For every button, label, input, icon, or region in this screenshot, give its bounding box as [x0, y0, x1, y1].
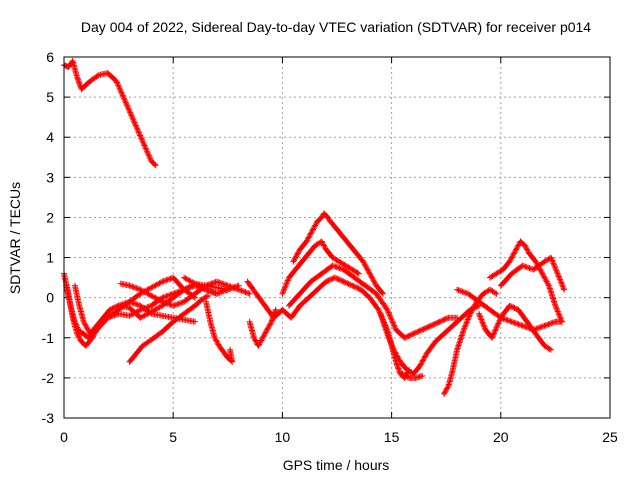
y-tick-label: -1 — [42, 330, 55, 346]
y-tick-label: 2 — [46, 209, 54, 225]
y-tick-label: 1 — [46, 250, 54, 266]
series-arc-10 — [246, 306, 279, 349]
y-tick-label: 5 — [46, 89, 54, 105]
series-arc-7 — [115, 298, 198, 325]
series-arc-19 — [486, 238, 565, 325]
x-tick-label: 15 — [384, 429, 400, 445]
y-tick-label: 3 — [46, 169, 54, 185]
y-tick-label: 0 — [46, 290, 54, 306]
series-arc-15 — [377, 302, 482, 377]
y-tick-label: 6 — [46, 49, 54, 65]
x-tick-label: 0 — [60, 429, 68, 445]
series-arc-20 — [497, 254, 568, 293]
y-tick-label: 4 — [46, 129, 54, 145]
x-axis-label: GPS time / hours — [283, 457, 390, 473]
y-tick-label: -3 — [42, 410, 55, 426]
series-arc-13 — [290, 210, 386, 297]
grid-lines — [64, 57, 610, 418]
plot-border — [63, 56, 611, 419]
axis-ticks — [63, 56, 611, 419]
series-arc-21 — [476, 302, 554, 353]
x-tick-label: 10 — [275, 429, 291, 445]
y-axis-label: SDTVAR / TECUs — [7, 182, 23, 294]
x-tick-label: 5 — [169, 429, 177, 445]
series-arc-17 — [441, 286, 500, 397]
series-arc-1 — [61, 58, 159, 169]
y-tick-label: -2 — [42, 370, 55, 386]
chart-title: Day 004 of 2022, Sidereal Day-to-day VTE… — [81, 19, 591, 35]
x-tick-label: 25 — [602, 429, 618, 445]
axis-tick-labels: 0 5 10 15 20 25 -3 -2 -1 0 1 2 3 4 5 6 — [42, 49, 618, 445]
data-series — [61, 58, 568, 397]
series-arc-9 — [181, 274, 242, 297]
series-arc-14 — [286, 262, 461, 341]
x-tick-label: 20 — [493, 429, 509, 445]
series-arc-12 — [279, 238, 362, 297]
series-arc-16 — [399, 370, 426, 381]
series-arc-8 — [203, 298, 236, 365]
